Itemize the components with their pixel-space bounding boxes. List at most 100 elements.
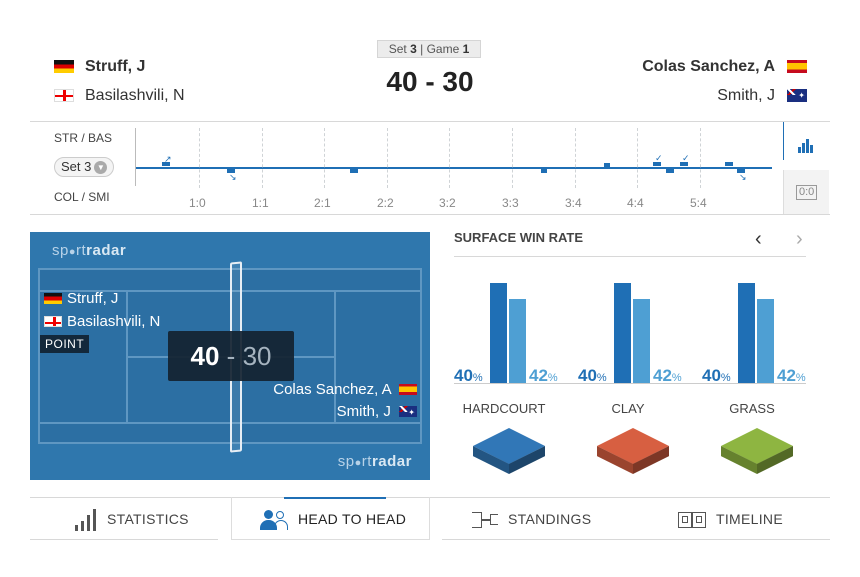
timeline-event[interactable] bbox=[666, 169, 674, 173]
timeline-event[interactable] bbox=[680, 162, 688, 166]
match-score: 40 - 30 bbox=[386, 66, 474, 97]
surface-label: HARDCOURT bbox=[462, 401, 546, 416]
timeline-event[interactable] bbox=[653, 162, 661, 166]
home-player-2: Basilashvili, N bbox=[85, 87, 185, 104]
tab-statistics[interactable]: STATISTICS bbox=[75, 498, 189, 540]
spain-flag-icon bbox=[399, 384, 417, 395]
germany-flag-icon bbox=[44, 293, 62, 304]
surface-label: CLAY bbox=[611, 401, 645, 416]
timeline-event[interactable] bbox=[725, 162, 733, 166]
away-win-bar bbox=[633, 299, 650, 383]
timeline-tick-label: 4:4 bbox=[627, 196, 644, 210]
tab-timeline[interactable]: TIMELINE bbox=[678, 498, 783, 540]
tennis-court bbox=[38, 268, 422, 444]
germany-flag-icon bbox=[54, 60, 74, 73]
surface-label: GRASS bbox=[729, 401, 775, 416]
divider bbox=[30, 539, 218, 540]
timeline-axis bbox=[135, 128, 136, 186]
tab-standings[interactable]: STANDINGS bbox=[472, 498, 591, 540]
surface-tile-icon bbox=[721, 428, 793, 480]
timeline-tick-label: 3:4 bbox=[565, 196, 582, 210]
timeline-tick-label: 1:1 bbox=[252, 196, 269, 210]
break-icon: ✓ bbox=[682, 153, 690, 163]
georgia-flag-icon bbox=[54, 89, 74, 102]
timeline-side-divider bbox=[783, 122, 784, 160]
statistics-icon bbox=[75, 509, 97, 532]
timeline-event[interactable] bbox=[604, 163, 610, 167]
timeline-tick bbox=[575, 128, 576, 188]
break-icon: ↘ bbox=[739, 172, 747, 182]
court-home-player-1: Struff, J bbox=[44, 290, 118, 307]
timeline-top-team: STR / BAS bbox=[54, 131, 113, 145]
away-win-bar bbox=[509, 299, 526, 383]
australia-flag-icon bbox=[787, 89, 807, 102]
divider bbox=[30, 214, 830, 215]
surface-tile-icon bbox=[473, 428, 545, 480]
court-away-player-2: Smith, J bbox=[337, 403, 417, 420]
away-win-bar bbox=[757, 299, 774, 383]
divider bbox=[30, 497, 830, 498]
break-icon: ↗ bbox=[164, 154, 172, 164]
timeline-tick bbox=[449, 128, 450, 188]
timeline-event[interactable] bbox=[350, 169, 358, 173]
divider bbox=[454, 256, 806, 257]
standings-bracket-icon bbox=[472, 510, 498, 530]
home-win-pct: 40% bbox=[454, 366, 483, 385]
chevron-down-icon: ▼ bbox=[94, 161, 108, 174]
timeline-tick bbox=[512, 128, 513, 188]
home-win-bar bbox=[490, 283, 507, 383]
timeline-tick bbox=[700, 128, 701, 188]
timeline-tick-label: 5:4 bbox=[690, 196, 707, 210]
home-win-pct: 40% bbox=[702, 366, 731, 385]
prev-arrow-icon[interactable]: ‹ bbox=[755, 228, 762, 250]
divider bbox=[442, 539, 830, 540]
timeline-tick-label: 3:2 bbox=[439, 196, 456, 210]
court-away-player-1: Colas Sanchez, A bbox=[273, 381, 417, 398]
timeline-tick bbox=[199, 128, 200, 188]
baseline bbox=[454, 383, 806, 384]
surface-win-rate-title: SURFACE WIN RATE bbox=[454, 230, 584, 245]
sportradar-logo: sp●rtradar bbox=[337, 453, 412, 470]
timeline-tick-label: 2:1 bbox=[314, 196, 331, 210]
timeline-event[interactable] bbox=[162, 162, 170, 166]
active-tab-box bbox=[231, 497, 430, 540]
point-badge: POINT bbox=[40, 335, 90, 353]
break-icon: ↘ bbox=[229, 172, 237, 182]
sportradar-logo: sp●rtradar bbox=[52, 242, 127, 259]
australia-flag-icon bbox=[399, 406, 417, 419]
score-toggle[interactable]: 0:0 bbox=[783, 170, 829, 214]
timeline-tick bbox=[262, 128, 263, 188]
home-player-1: Struff, J bbox=[85, 58, 146, 75]
georgia-flag-icon bbox=[44, 316, 62, 327]
timeline-baseline bbox=[136, 167, 772, 169]
bar-chart-toggle-icon[interactable] bbox=[798, 139, 814, 153]
break-icon: ✓ bbox=[655, 153, 663, 163]
away-win-pct: 42% bbox=[777, 366, 806, 385]
court-widget: sp●rtradar sp●rtradar bbox=[30, 232, 430, 480]
away-player-2: Smith, J bbox=[717, 87, 775, 104]
set-game-indicator: Set 3 | Game 1 bbox=[377, 40, 481, 58]
timeline-tick bbox=[637, 128, 638, 188]
timeline-event[interactable] bbox=[737, 169, 745, 173]
court-score: 40 - 30 bbox=[168, 331, 294, 381]
active-tab-indicator bbox=[284, 497, 386, 499]
home-win-bar bbox=[738, 283, 755, 383]
timeline-tick-label: 2:2 bbox=[377, 196, 394, 210]
spain-flag-icon bbox=[787, 60, 807, 73]
timeline-court-icon bbox=[678, 512, 706, 529]
head-to-head-icon bbox=[260, 510, 288, 531]
timeline-bottom-team: COL / SMI bbox=[54, 190, 110, 204]
timeline-tick-label: 3:3 bbox=[502, 196, 519, 210]
surface-tile-icon bbox=[597, 428, 669, 480]
divider bbox=[30, 121, 830, 122]
next-arrow-icon[interactable]: › bbox=[796, 228, 803, 250]
timeline-event[interactable] bbox=[227, 169, 235, 173]
timeline-event[interactable] bbox=[541, 169, 547, 173]
set-selector[interactable]: Set 3 ▼ bbox=[54, 157, 114, 177]
home-win-bar bbox=[614, 283, 631, 383]
tab-head-to-head[interactable]: HEAD TO HEAD bbox=[260, 498, 406, 540]
timeline-tick bbox=[324, 128, 325, 188]
away-win-pct: 42% bbox=[653, 366, 682, 385]
home-win-pct: 40% bbox=[578, 366, 607, 385]
away-player-1: Colas Sanchez, A bbox=[642, 58, 775, 75]
